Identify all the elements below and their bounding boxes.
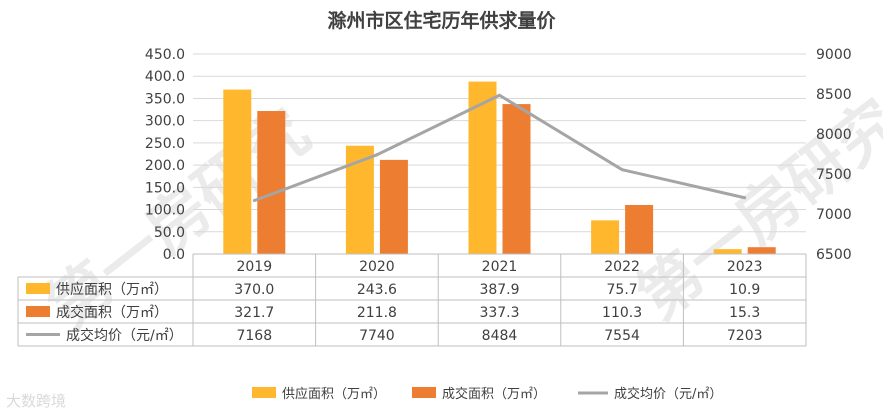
- table-header-cell: 2023: [727, 259, 763, 275]
- table-cell: 321.7: [234, 305, 274, 321]
- table-cell: 75.7: [607, 282, 638, 298]
- table-header-cell: 2021: [482, 259, 518, 275]
- table-legend-key: [26, 283, 50, 294]
- bar-deal-2021: [502, 104, 531, 254]
- y-right-tick-label: 7000: [816, 207, 852, 223]
- line-point-2020: [375, 153, 379, 157]
- y-right-tick-label: 7500: [816, 167, 852, 183]
- legend-label: 供应面积（万㎡）: [282, 386, 386, 402]
- bars: [223, 81, 776, 255]
- table-cell: 7554: [604, 328, 640, 344]
- table-cell: 243.6: [357, 282, 397, 298]
- line-point-2019: [252, 199, 256, 203]
- table-row-label: 供应面积（万㎡）: [56, 281, 168, 298]
- table-cell: 370.0: [234, 282, 274, 298]
- bar-supply-2019: [223, 89, 252, 254]
- line-point-2023: [743, 196, 747, 200]
- table-cell: 15.3: [729, 305, 760, 321]
- table-cell: 387.9: [479, 282, 519, 298]
- line-point-2021: [498, 93, 501, 97]
- y-left-tick-label: 300.0: [145, 114, 185, 130]
- table-row-label: 成交均价（元/㎡）: [66, 327, 183, 344]
- gridlines: [193, 53, 806, 255]
- legend-key: [252, 387, 276, 398]
- legend-label: 成交均价（元/㎡）: [614, 386, 722, 402]
- y-right-tick-label: 6500: [816, 247, 852, 263]
- y-right-tick-label: 9000: [816, 47, 852, 63]
- bar-supply-2023: [713, 249, 742, 254]
- table-cell: 10.9: [729, 282, 760, 298]
- line-point-2022: [620, 168, 624, 172]
- table-row-label: 成交面积（万㎡）: [56, 304, 168, 321]
- bar-supply-2021: [468, 81, 497, 254]
- table-cell: 7168: [236, 328, 272, 344]
- bar-deal-2019: [257, 111, 286, 255]
- y-left-tick-label: 450.0: [145, 47, 185, 63]
- y-left-tick-label: 100.0: [145, 203, 185, 219]
- chart-title: 滁州市区住宅历年供求量价: [327, 10, 556, 32]
- data-table: 2019 2020 2021 2022 2023 供应面积（万㎡） 370.0 243.6 38…: [17, 253, 807, 347]
- y-left-tick-label: 350.0: [145, 91, 185, 107]
- table-cell: 110.3: [602, 305, 642, 321]
- table-legend-key: [26, 306, 50, 317]
- y-left-tick-label: 50.0: [154, 225, 185, 241]
- y-left-tick-label: 150.0: [145, 180, 185, 196]
- table-cell: 7203: [727, 328, 763, 344]
- table-cell: 337.3: [479, 305, 519, 321]
- table-cell: 8484: [482, 328, 518, 344]
- bar-deal-2023: [747, 247, 776, 254]
- y-right-tick-label: 8500: [816, 87, 852, 103]
- axes: 0.0 50.0 100.0 150.0 200.0 250.0 300.0 350.0 400…: [145, 47, 852, 263]
- bar-deal-2022: [625, 204, 654, 254]
- bar-supply-2022: [591, 220, 620, 254]
- table-header-cell: 2020: [359, 259, 395, 275]
- legend-label: 成交面积（万㎡）: [442, 386, 546, 402]
- bar-deal-2020: [379, 159, 408, 254]
- corner-watermark: 大数跨境: [6, 392, 67, 410]
- legend-key: [412, 387, 436, 398]
- table-cell: 211.8: [357, 305, 397, 321]
- y-left-tick-label: 200.0: [145, 158, 185, 174]
- legend: 供应面积（万㎡） 成交面积（万㎡） 成交均价（元/㎡）: [252, 386, 722, 402]
- line-series-price: [253, 93, 746, 202]
- table-cell: 7740: [359, 328, 395, 344]
- price-line: [252, 93, 747, 203]
- y-left-tick-label: 0.0: [163, 247, 185, 263]
- y-left-tick-label: 250.0: [145, 136, 185, 152]
- y-right-tick-label: 8000: [816, 127, 852, 143]
- table-header-cell: 2019: [236, 259, 272, 275]
- table-header-cell: 2022: [604, 259, 640, 275]
- y-left-tick-label: 400.0: [145, 69, 185, 85]
